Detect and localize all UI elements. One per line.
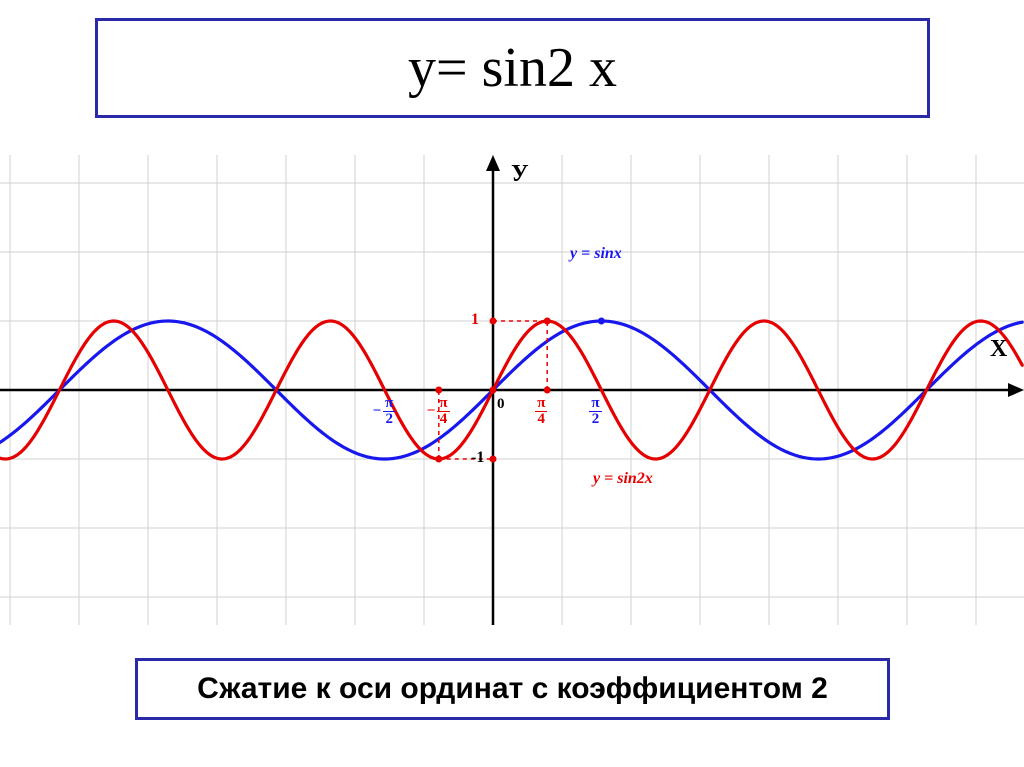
- tick-label: π2: [589, 396, 601, 427]
- chart-svg: [0, 155, 1024, 625]
- series-label-sinx: y = sinx: [570, 245, 622, 263]
- title-box: y= sin2 x: [95, 18, 930, 118]
- tick-label: π4: [535, 396, 547, 427]
- chart-area: У Х y = sinx y = sin2x 1 -1 −π2 −π4 0 π4 π2: [0, 155, 1024, 625]
- tick-label: 0: [497, 396, 505, 413]
- title-text: y= sin2 x: [408, 36, 617, 100]
- series-label-sin2x: y = sin2x: [593, 470, 653, 488]
- tick-label: −π4: [427, 396, 450, 427]
- tick-label: -1: [471, 449, 484, 467]
- caption-box: Сжатие к оси ординат с коэффициентом 2: [135, 658, 890, 720]
- tick-label: 1: [471, 311, 479, 329]
- y-axis-label: У: [511, 161, 529, 188]
- tick-label: −π2: [373, 396, 396, 427]
- caption-text: Сжатие к оси ординат с коэффициентом 2: [197, 672, 828, 706]
- x-axis-label: Х: [990, 336, 1007, 363]
